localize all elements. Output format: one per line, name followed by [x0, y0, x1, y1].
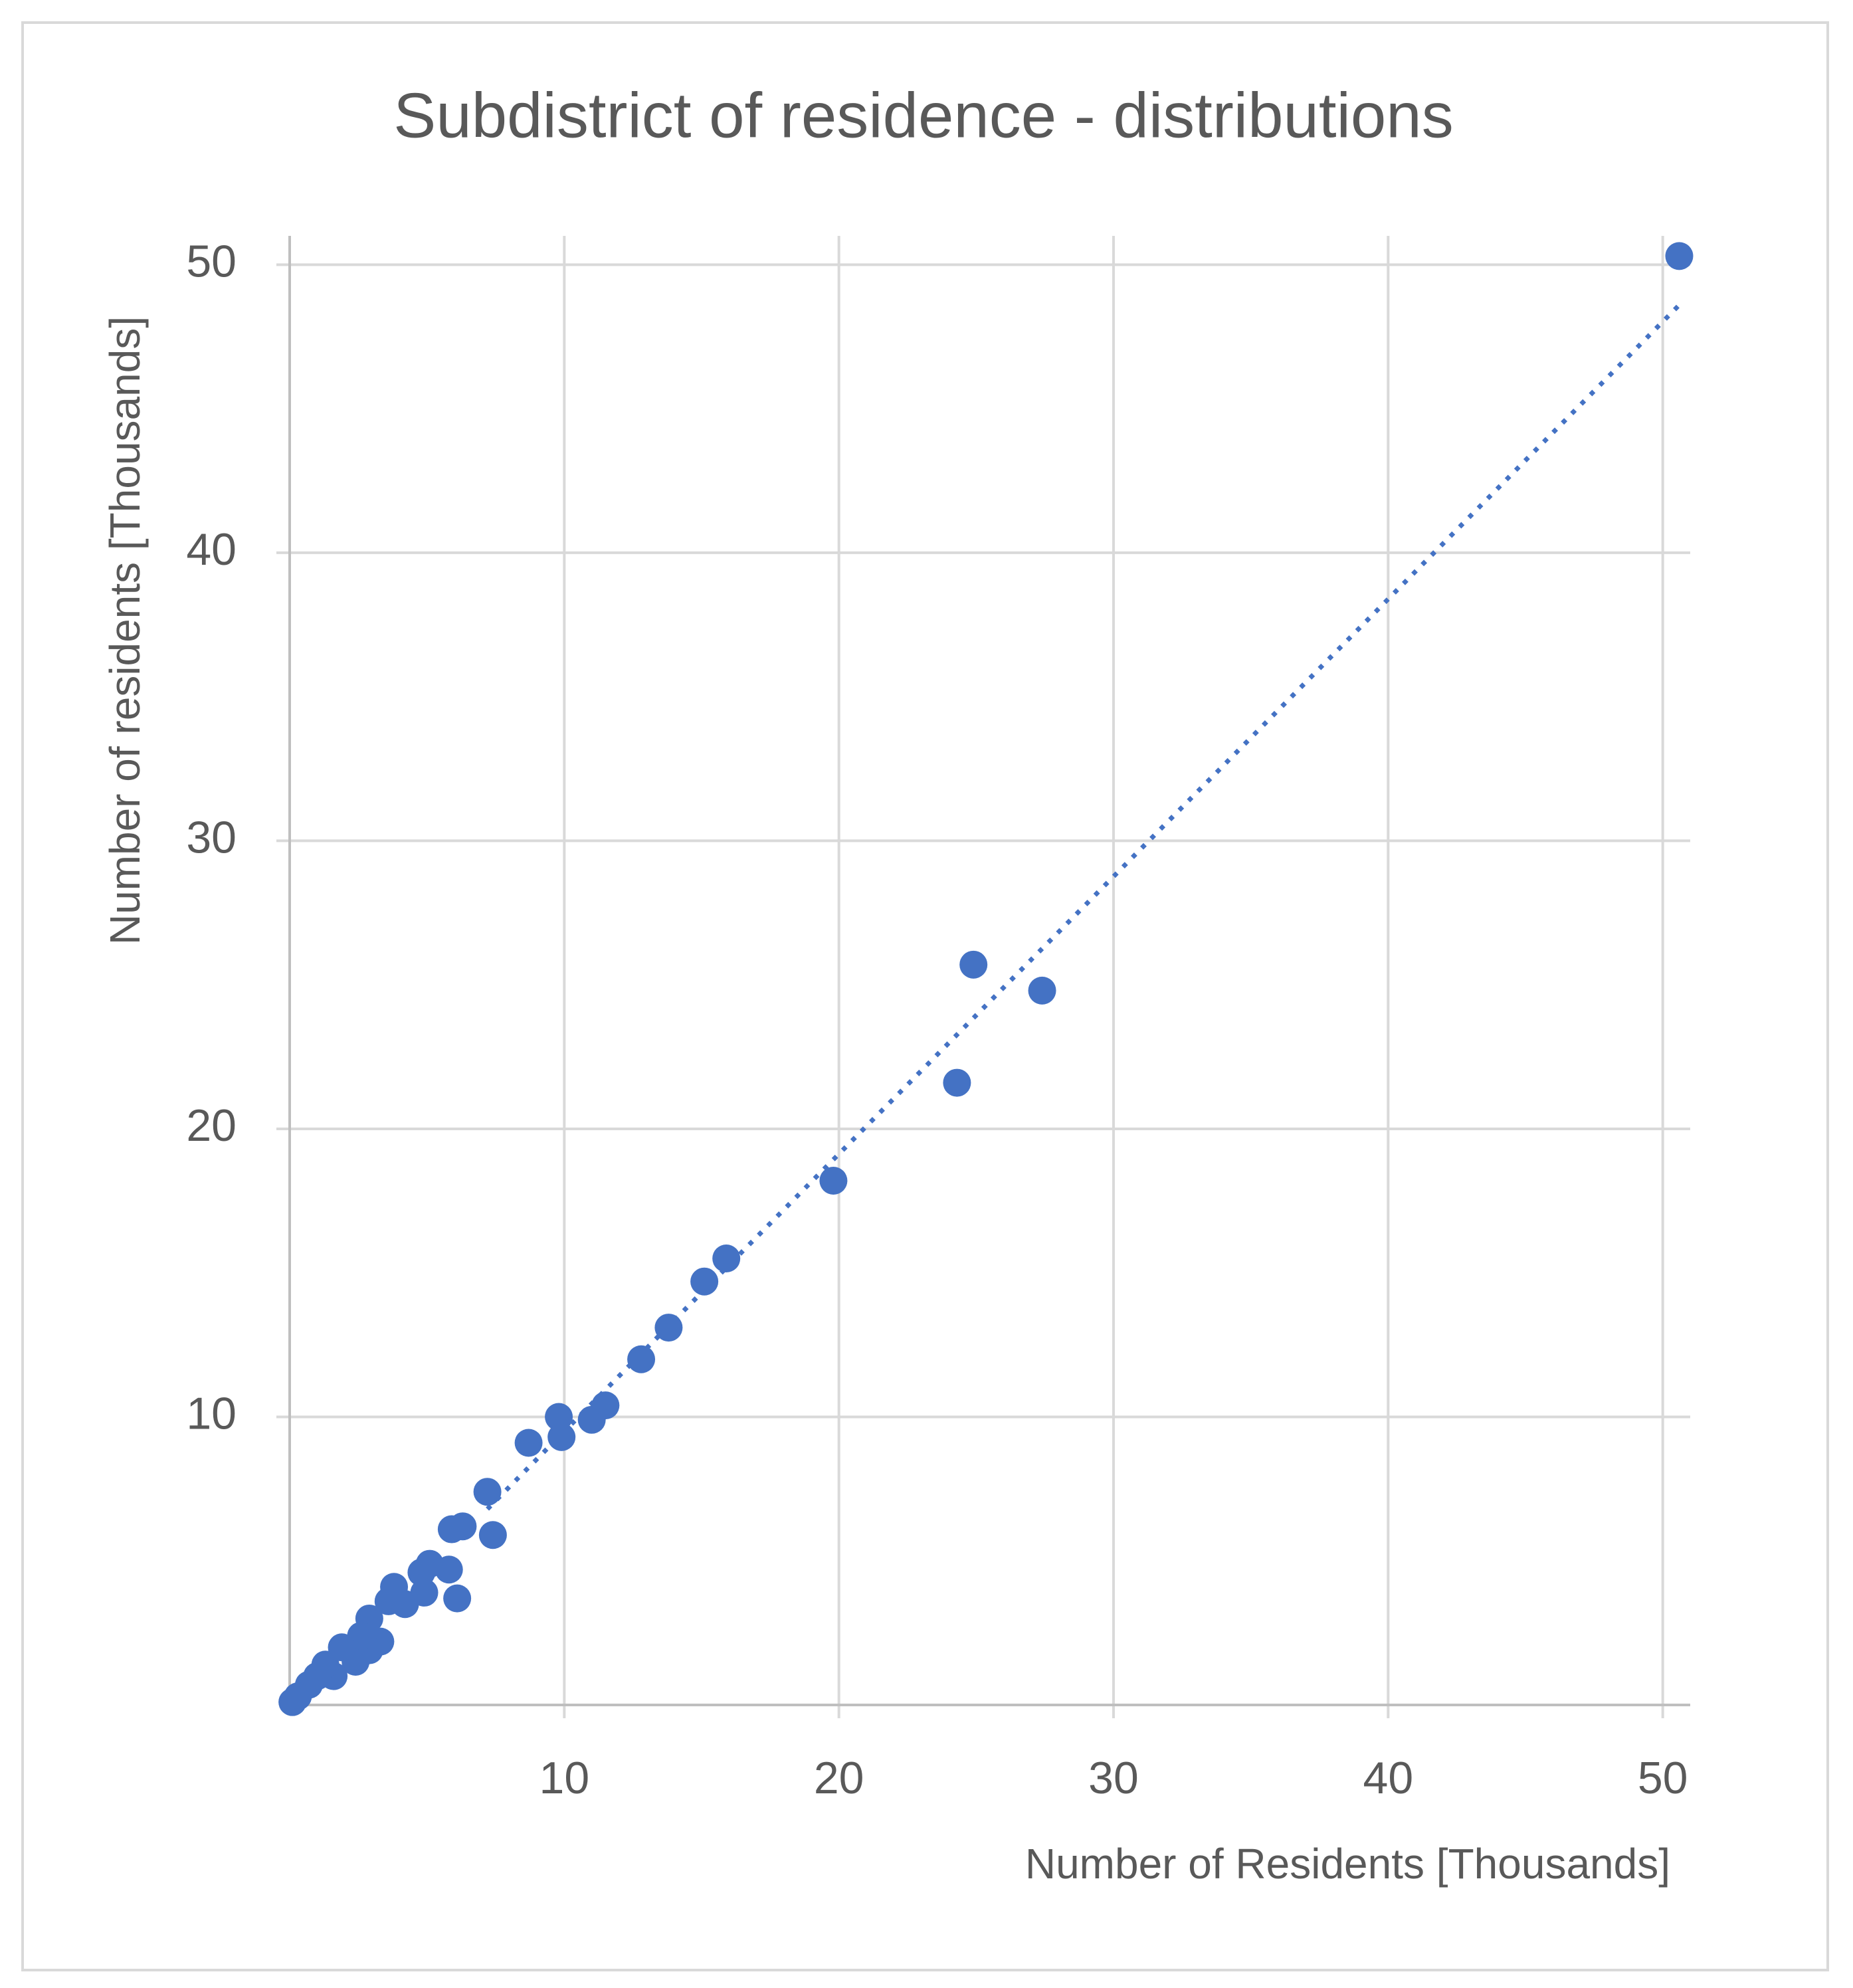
scatter-point — [473, 1478, 502, 1506]
scatter-point — [478, 1521, 507, 1549]
scatter-point — [443, 1584, 472, 1613]
scatter-point — [627, 1345, 656, 1373]
scatter-point — [577, 1405, 606, 1434]
x-tick-label: 40 — [1363, 1753, 1414, 1803]
x-tick-label: 10 — [539, 1753, 590, 1803]
scatter-point — [943, 1068, 971, 1097]
scatter-point — [959, 950, 988, 979]
scatter-point — [1028, 976, 1056, 1005]
scatter-point — [514, 1429, 543, 1457]
y-tick-label: 40 — [186, 524, 237, 575]
scatter-point — [328, 1633, 356, 1662]
scatter-point — [819, 1166, 848, 1195]
scatter-point — [1665, 242, 1694, 270]
y-axis-title: Number of residents [Thousands] — [101, 316, 149, 945]
y-tick-label: 20 — [186, 1100, 237, 1151]
trendline — [486, 303, 1681, 1511]
scatter-point — [374, 1587, 403, 1615]
y-tick-label: 30 — [186, 812, 237, 862]
scatter-point — [654, 1314, 683, 1342]
y-tick-label: 10 — [186, 1388, 237, 1439]
chart-border — [21, 21, 1829, 1971]
chart-title: Subdistrict of residence - distributions — [393, 80, 1453, 151]
y-tick-label: 50 — [186, 236, 237, 286]
x-tick-label: 20 — [814, 1753, 864, 1803]
scatter-point — [547, 1423, 576, 1451]
x-tick-label: 50 — [1638, 1753, 1688, 1803]
scatter-point — [690, 1267, 719, 1296]
scatter-point — [278, 1688, 307, 1716]
scatter-point — [437, 1515, 466, 1543]
x-tick-label: 30 — [1088, 1753, 1139, 1803]
scatter-point — [712, 1244, 741, 1273]
x-axis-title: Number of Residents [Thousands] — [1025, 1840, 1670, 1888]
